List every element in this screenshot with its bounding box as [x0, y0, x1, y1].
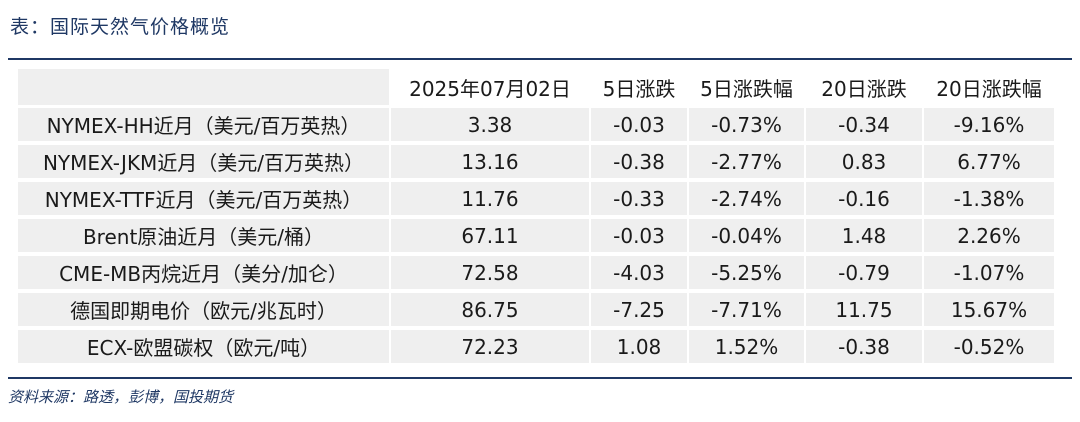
- row-label: NYMEX-HH近月（美元/百万英热）: [18, 108, 391, 145]
- row-label: CME-MB丙烷近月（美分/加仑）: [18, 256, 391, 293]
- top-rule: [8, 58, 1072, 60]
- cell-price: 86.75: [391, 293, 591, 330]
- header-blank-cell: [18, 69, 391, 108]
- cell-5d-change: 1.08: [591, 330, 689, 367]
- cell-5d-change: -0.03: [591, 108, 689, 145]
- cell-5d-change-pct: 1.52%: [689, 330, 806, 367]
- cell-5d-change: -0.38: [591, 145, 689, 182]
- cell-price: 72.23: [391, 330, 591, 367]
- cell-5d-change-pct: -2.77%: [689, 145, 806, 182]
- cell-5d-change: -0.03: [591, 219, 689, 256]
- header-5d-change: 5日涨跌: [591, 69, 689, 108]
- table-row: NYMEX-HH近月（美元/百万英热） 3.38 -0.03 -0.73% -0…: [18, 108, 1054, 145]
- cell-price: 11.76: [391, 182, 591, 219]
- cell-20d-change: 0.83: [806, 145, 924, 182]
- cell-5d-change-pct: -7.71%: [689, 293, 806, 330]
- cell-price: 3.38: [391, 108, 591, 145]
- cell-20d-change-pct: -1.07%: [924, 256, 1054, 293]
- cell-20d-change-pct: -0.52%: [924, 330, 1054, 367]
- table-row: 德国即期电价（欧元/兆瓦时） 86.75 -7.25 -7.71% 11.75 …: [18, 293, 1054, 330]
- row-label: NYMEX-JKM近月（美元/百万英热）: [18, 145, 391, 182]
- table-row: ECX-欧盟碳权（欧元/吨） 72.23 1.08 1.52% -0.38 -0…: [18, 330, 1054, 367]
- header-date: 2025年07月02日: [391, 69, 591, 108]
- cell-20d-change-pct: 6.77%: [924, 145, 1054, 182]
- table-row: CME-MB丙烷近月（美分/加仑） 72.58 -4.03 -5.25% -0.…: [18, 256, 1054, 293]
- cell-5d-change: -7.25: [591, 293, 689, 330]
- cell-5d-change: -0.33: [591, 182, 689, 219]
- cell-5d-change-pct: -2.74%: [689, 182, 806, 219]
- cell-20d-change: 1.48: [806, 219, 924, 256]
- cell-price: 67.11: [391, 219, 591, 256]
- row-label: NYMEX-TTF近月（美元/百万英热）: [18, 182, 391, 219]
- cell-5d-change-pct: -0.73%: [689, 108, 806, 145]
- cell-20d-change-pct: -1.38%: [924, 182, 1054, 219]
- cell-5d-change-pct: -0.04%: [689, 219, 806, 256]
- cell-price: 13.16: [391, 145, 591, 182]
- row-label: ECX-欧盟碳权（欧元/吨）: [18, 330, 391, 367]
- table-row: Brent原油近月（美元/桶） 67.11 -0.03 -0.04% 1.48 …: [18, 219, 1054, 256]
- cell-20d-change-pct: -9.16%: [924, 108, 1054, 145]
- gas-price-table: 2025年07月02日 5日涨跌 5日涨跌幅 20日涨跌 20日涨跌幅 NYME…: [18, 69, 1054, 367]
- header-20d-change: 20日涨跌: [806, 69, 924, 108]
- cell-20d-change: -0.34: [806, 108, 924, 145]
- cell-20d-change-pct: 2.26%: [924, 219, 1054, 256]
- bottom-rule: [8, 377, 1072, 379]
- header-row: 2025年07月02日 5日涨跌 5日涨跌幅 20日涨跌 20日涨跌幅: [18, 69, 1054, 108]
- cell-5d-change: -4.03: [591, 256, 689, 293]
- cell-20d-change: -0.79: [806, 256, 924, 293]
- header-5d-change-pct: 5日涨跌幅: [689, 69, 806, 108]
- cell-20d-change: 11.75: [806, 293, 924, 330]
- source-note: 资料来源：路透，彭博，国投期货: [8, 388, 234, 406]
- cell-20d-change: -0.16: [806, 182, 924, 219]
- cell-5d-change-pct: -5.25%: [689, 256, 806, 293]
- header-20d-change-pct: 20日涨跌幅: [924, 69, 1054, 108]
- table-row: NYMEX-TTF近月（美元/百万英热） 11.76 -0.33 -2.74% …: [18, 182, 1054, 219]
- cell-20d-change: -0.38: [806, 330, 924, 367]
- table-title: 表：国际天然气价格概览: [10, 16, 231, 38]
- cell-20d-change-pct: 15.67%: [924, 293, 1054, 330]
- cell-price: 72.58: [391, 256, 591, 293]
- row-label: Brent原油近月（美元/桶）: [18, 219, 391, 256]
- row-label: 德国即期电价（欧元/兆瓦时）: [18, 293, 391, 330]
- table-row: NYMEX-JKM近月（美元/百万英热） 13.16 -0.38 -2.77% …: [18, 145, 1054, 182]
